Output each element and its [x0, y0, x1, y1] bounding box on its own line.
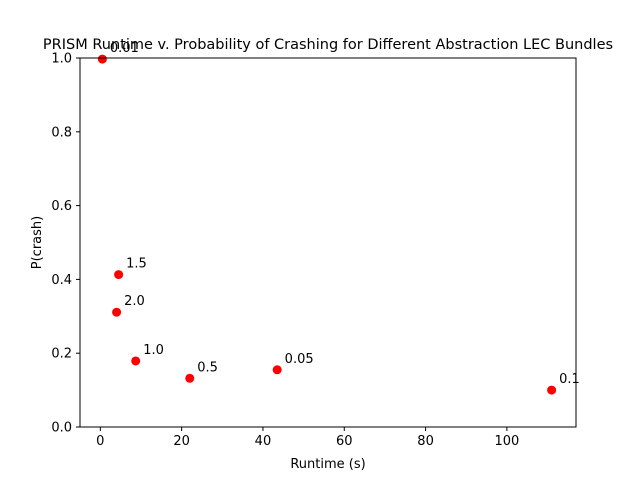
- data-point: [185, 373, 195, 383]
- data-point-label: 2.0: [124, 294, 145, 309]
- y-tick-label: 0.2: [51, 347, 72, 362]
- y-tick-label: 0.0: [51, 421, 72, 436]
- y-tick-label: 1.0: [51, 52, 72, 67]
- x-tick-label: 40: [255, 434, 272, 449]
- data-point: [114, 270, 124, 280]
- data-point-label: 0.1: [559, 372, 580, 387]
- x-tick-label: 0: [96, 434, 104, 449]
- data-point: [272, 365, 282, 375]
- data-point-label: 0.5: [197, 360, 218, 375]
- data-point-label: 1.5: [126, 257, 147, 272]
- data-point-label: 1.0: [143, 343, 164, 358]
- x-tick-label: 60: [336, 434, 353, 449]
- y-axis-label: P(crash): [30, 216, 45, 269]
- axes-layer: 0 20 40 60 80 100 0.0 0.2 0.4 0.6 0.8 1.0: [51, 52, 577, 449]
- x-tick-label: 100: [494, 434, 519, 449]
- x-tick-label: 80: [417, 434, 434, 449]
- data-point-label: 0.05: [285, 352, 314, 367]
- data-point: [131, 356, 141, 366]
- data-point: [97, 54, 107, 64]
- data-point: [112, 307, 122, 317]
- y-tick-label: 0.4: [51, 273, 72, 288]
- data-point: [547, 385, 557, 395]
- chart-title: PRISM Runtime v. Probability of Crashing…: [43, 37, 613, 53]
- data-point-label: 0.01: [110, 41, 139, 56]
- plot-frame: [79, 57, 577, 428]
- x-tick-label: 20: [173, 434, 190, 449]
- y-tick-label: 0.6: [51, 199, 72, 214]
- x-axis-label: Runtime (s): [290, 457, 365, 472]
- y-tick-label: 0.8: [51, 125, 72, 140]
- marks-layer: 0.01 1.5 2.0 1.0 0.5 0.05 0.1: [97, 41, 580, 395]
